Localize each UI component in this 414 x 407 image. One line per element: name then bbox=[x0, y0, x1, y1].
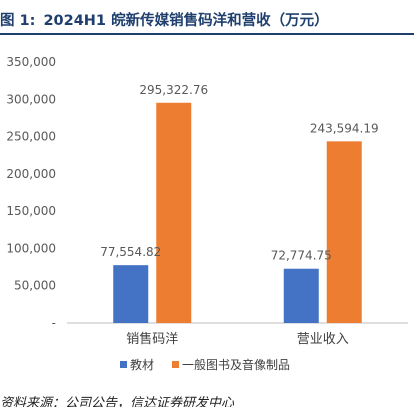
data-label: 295,322.76 bbox=[139, 83, 208, 97]
data-label: 72,774.75 bbox=[271, 249, 332, 263]
x-tick-label: 销售码洋 bbox=[126, 331, 178, 347]
source-note: 资料来源：公司公告，信达证券研发中心 bbox=[0, 396, 235, 407]
figure-number: 图 1: bbox=[0, 13, 36, 29]
legend-label: 一般图书及音像制品 bbox=[182, 357, 290, 372]
legend: 教材 一般图书及音像制品 bbox=[120, 357, 290, 372]
x-axis: 销售码洋 营业收入 bbox=[67, 322, 408, 347]
bars bbox=[113, 102, 362, 324]
legend-swatch bbox=[120, 361, 127, 368]
data-label: 77,554.82 bbox=[100, 245, 161, 259]
data-labels: 77,554.82 295,322.76 72,774.75 243,594.19 bbox=[100, 83, 378, 263]
y-tick-label: 200,000 bbox=[6, 167, 56, 181]
y-tick-label: 300,000 bbox=[6, 92, 56, 106]
bar bbox=[283, 268, 319, 323]
y-tick-label: 350,000 bbox=[6, 55, 56, 69]
bar bbox=[156, 102, 192, 324]
figure-title: 图 1: 2024H1 皖新传媒销售码洋和营收（万元） bbox=[0, 9, 414, 31]
bar bbox=[326, 141, 362, 323]
legend-label: 教材 bbox=[130, 357, 154, 372]
title-rule bbox=[0, 33, 414, 35]
y-tick-label: 100,000 bbox=[6, 241, 56, 255]
y-tick-label: - bbox=[52, 316, 56, 330]
y-tick-label: 250,000 bbox=[6, 130, 56, 144]
figure-title-text: 2024H1 皖新传媒销售码洋和营收（万元） bbox=[43, 13, 329, 29]
y-axis: - 50,000 100,000 150,000 200,000 250,000 300,0… bbox=[6, 55, 56, 330]
data-label: 243,594.19 bbox=[310, 121, 379, 135]
y-tick-label: 50,000 bbox=[14, 279, 56, 293]
bar bbox=[113, 265, 149, 323]
x-tick-label: 营业收入 bbox=[297, 332, 349, 347]
legend-swatch bbox=[172, 361, 179, 368]
y-tick-label: 150,000 bbox=[6, 204, 56, 218]
